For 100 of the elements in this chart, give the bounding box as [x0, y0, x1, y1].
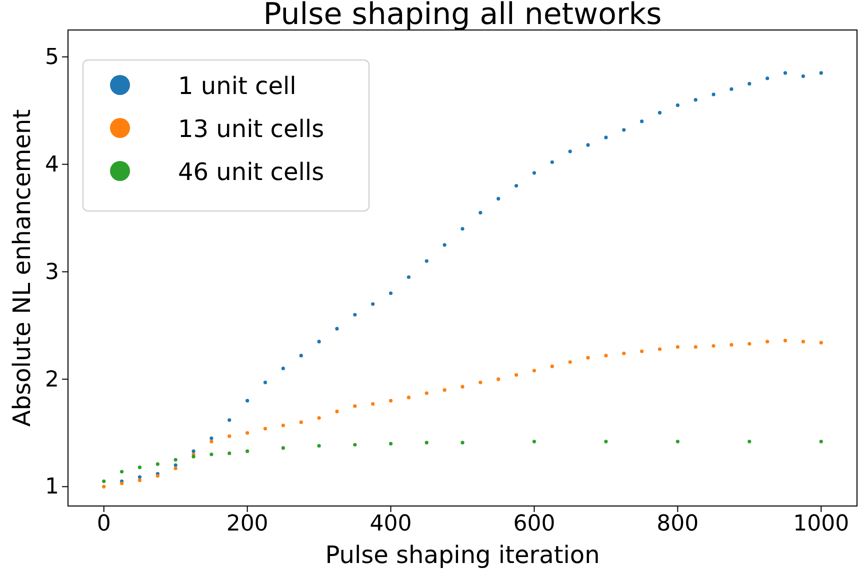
point [246, 431, 250, 435]
point [460, 440, 464, 444]
point [496, 377, 500, 382]
point [335, 410, 339, 414]
chart-title: Pulse shaping all networks [263, 0, 662, 32]
point [210, 436, 214, 440]
point [658, 347, 662, 351]
y-tick-label: 1 [45, 474, 59, 500]
point [712, 344, 716, 348]
legend-label: 46 unit cells [178, 158, 324, 186]
point [246, 449, 250, 453]
point [676, 103, 680, 108]
y-tick-label: 5 [45, 44, 59, 70]
point [424, 440, 428, 444]
point [299, 420, 303, 424]
point [676, 345, 680, 349]
y-axis-title: Absolute NL enhancement [8, 109, 36, 427]
point [748, 82, 752, 86]
point [622, 128, 626, 132]
point [353, 442, 357, 447]
point [496, 196, 500, 200]
point [102, 484, 106, 488]
point [388, 398, 393, 402]
point [263, 426, 268, 430]
point [783, 71, 788, 75]
point [514, 373, 518, 377]
point [604, 440, 608, 444]
point [281, 366, 285, 370]
point [317, 416, 321, 420]
point [281, 446, 285, 450]
point [281, 424, 285, 428]
x-tick-label: 400 [370, 512, 412, 537]
point [371, 402, 375, 406]
point [120, 482, 124, 486]
point [388, 291, 393, 296]
point [138, 478, 142, 482]
legend-label: 1 unit cell [178, 72, 296, 100]
point [819, 71, 823, 75]
point [532, 440, 536, 444]
point [317, 444, 321, 448]
point [801, 74, 806, 78]
y-tick-label: 4 [45, 152, 59, 178]
point [658, 110, 662, 115]
point [478, 380, 482, 384]
x-tick-label: 1000 [793, 512, 850, 537]
point [442, 243, 446, 247]
point [550, 364, 554, 368]
point [335, 326, 339, 331]
point [156, 474, 160, 478]
point [748, 440, 752, 444]
point [801, 340, 806, 344]
point [604, 354, 608, 358]
point [478, 210, 482, 214]
y-tick-label: 3 [45, 260, 59, 285]
point [694, 98, 698, 102]
point [388, 442, 393, 446]
point [120, 470, 124, 474]
point [676, 440, 680, 444]
point [514, 184, 518, 188]
point [406, 396, 411, 400]
point [228, 434, 232, 438]
point [156, 462, 160, 466]
point [748, 342, 752, 346]
point [138, 466, 142, 470]
point [228, 452, 232, 456]
point [424, 391, 428, 395]
point [174, 463, 178, 467]
point [586, 356, 590, 360]
point [210, 452, 214, 456]
point [819, 340, 823, 344]
point [622, 352, 626, 356]
point [406, 275, 411, 279]
point [424, 259, 428, 263]
point [586, 143, 590, 147]
point [263, 380, 268, 384]
point [532, 368, 536, 372]
point [604, 136, 608, 140]
point [694, 345, 698, 349]
x-axis-title: Pulse shaping iteration [325, 541, 600, 569]
point [138, 475, 142, 479]
point [730, 87, 734, 91]
point [174, 458, 178, 462]
point [210, 440, 214, 444]
point [819, 440, 823, 444]
point [174, 466, 178, 470]
point [730, 343, 734, 347]
point [766, 340, 770, 344]
point [442, 388, 446, 392]
x-tick-label: 600 [513, 512, 556, 537]
point [532, 171, 536, 175]
point [783, 338, 788, 342]
x-tick-label: 0 [96, 512, 111, 537]
point [317, 340, 321, 344]
point [640, 120, 644, 124]
point [353, 312, 357, 317]
point [568, 360, 572, 364]
x-tick-label: 800 [656, 512, 699, 537]
legend-label: 13 unit cells [178, 115, 324, 143]
x-tick-label: 200 [226, 512, 268, 537]
point [766, 76, 770, 80]
